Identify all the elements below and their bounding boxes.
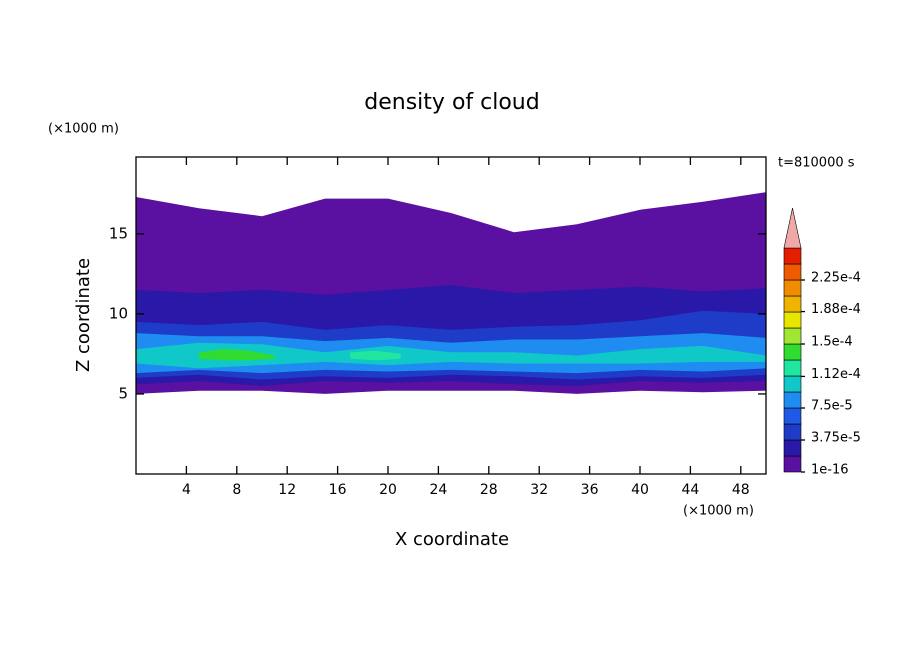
- y-tick-label: 5: [118, 384, 128, 402]
- contour-band: [199, 349, 275, 361]
- x-axis-title: X coordinate: [395, 529, 509, 550]
- x-tick-label: 4: [182, 482, 191, 498]
- colorbar-box: [783, 279, 802, 297]
- y-axis-title: Z coordinate: [73, 258, 94, 372]
- colorbar-label: 1.5e-4: [811, 335, 853, 350]
- colorbar-box: [783, 391, 802, 409]
- contour-band: [350, 350, 401, 361]
- x-unit: (×1000 m): [683, 504, 754, 519]
- x-tick-label: 24: [429, 482, 447, 498]
- plot-frame: [135, 156, 767, 475]
- colorbar-box: [783, 295, 802, 313]
- colorbar-label: 1.88e-4: [811, 302, 861, 317]
- colorbar-box: [783, 375, 802, 393]
- colorbar-label: 2.25e-4: [811, 271, 861, 286]
- x-tick-label: 28: [480, 482, 498, 498]
- colorbar-box: [783, 343, 802, 361]
- x-tick-label: 20: [379, 482, 397, 498]
- contour-band: [136, 342, 766, 369]
- colorbar-label: 1.12e-4: [811, 367, 861, 382]
- colorbar-box: [783, 247, 802, 265]
- colorbar-label: 3.75e-5: [811, 431, 861, 446]
- x-tick-label: 32: [530, 482, 548, 498]
- colorbar-label: 7.5e-5: [811, 399, 853, 414]
- x-tick-label: 12: [278, 482, 296, 498]
- annotation: t=810000 s: [778, 156, 855, 171]
- chart-title: density of cloud: [364, 90, 539, 115]
- colorbar-box: [783, 423, 802, 441]
- colorbar-box: [783, 455, 802, 473]
- colorbar-box: [783, 439, 802, 457]
- colorbar-box: [783, 263, 802, 281]
- y-tick-label: 15: [109, 224, 128, 242]
- x-tick-label: 48: [732, 482, 750, 498]
- x-tick-label: 40: [631, 482, 649, 498]
- colorbar-box: [783, 407, 802, 425]
- x-tick-label: 8: [232, 482, 241, 498]
- colorbar-box: [783, 311, 802, 329]
- x-tick-label: 36: [581, 482, 599, 498]
- colorbar-label: 1e-16: [811, 463, 849, 478]
- colorbar-box: [783, 327, 802, 345]
- x-tick-label: 44: [681, 482, 699, 498]
- colorbar-extend: [783, 207, 802, 249]
- x-tick-label: 16: [329, 482, 347, 498]
- colorbar-box: [783, 359, 802, 377]
- y-unit: (×1000 m): [48, 122, 119, 137]
- y-tick-label: 10: [109, 304, 128, 322]
